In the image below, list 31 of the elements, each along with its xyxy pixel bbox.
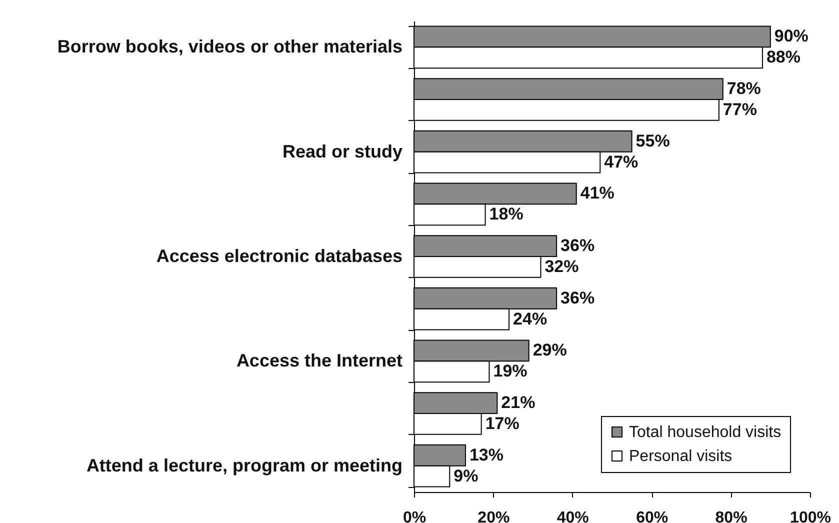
x-tick-label: 40% <box>556 510 589 523</box>
x-tick-label: 80% <box>715 510 748 523</box>
data-label: 55% <box>636 131 670 150</box>
data-label: 18% <box>489 204 524 224</box>
data-label: 9% <box>454 466 478 486</box>
data-label: 77% <box>722 100 757 119</box>
x-tick-label: 0% <box>402 510 426 523</box>
data-label: 17% <box>485 414 520 433</box>
y-tick-label: Read or study <box>282 141 402 162</box>
y-tick-label: Attend a lecture, program or meeting <box>86 455 402 476</box>
data-label: 13% <box>469 445 504 464</box>
legend-label: Total household visits <box>629 424 782 441</box>
data-label: 41% <box>580 184 614 203</box>
data-label: 47% <box>604 152 638 172</box>
y-tick-label: Borrow books, videos or other materials <box>57 36 402 57</box>
data-label: 36% <box>560 236 595 256</box>
data-label: 29% <box>532 340 567 360</box>
data-label: 36% <box>560 288 595 308</box>
data-label: 90% <box>774 26 808 46</box>
y-tick-label: Access the Internet <box>236 350 403 371</box>
data-label: 88% <box>766 48 801 67</box>
data-label: 78% <box>726 79 761 98</box>
data-label: 24% <box>513 309 548 328</box>
data-label: 19% <box>493 362 528 381</box>
data-label: 32% <box>544 256 579 276</box>
x-tick-label: 60% <box>636 510 668 523</box>
data-label: 21% <box>501 393 536 412</box>
y-tick-label: Access electronic databases <box>156 246 402 266</box>
legend-label: Personal visits <box>629 448 732 465</box>
x-tick-label: 20% <box>478 510 510 523</box>
x-tick-label: 100% <box>790 510 831 523</box>
